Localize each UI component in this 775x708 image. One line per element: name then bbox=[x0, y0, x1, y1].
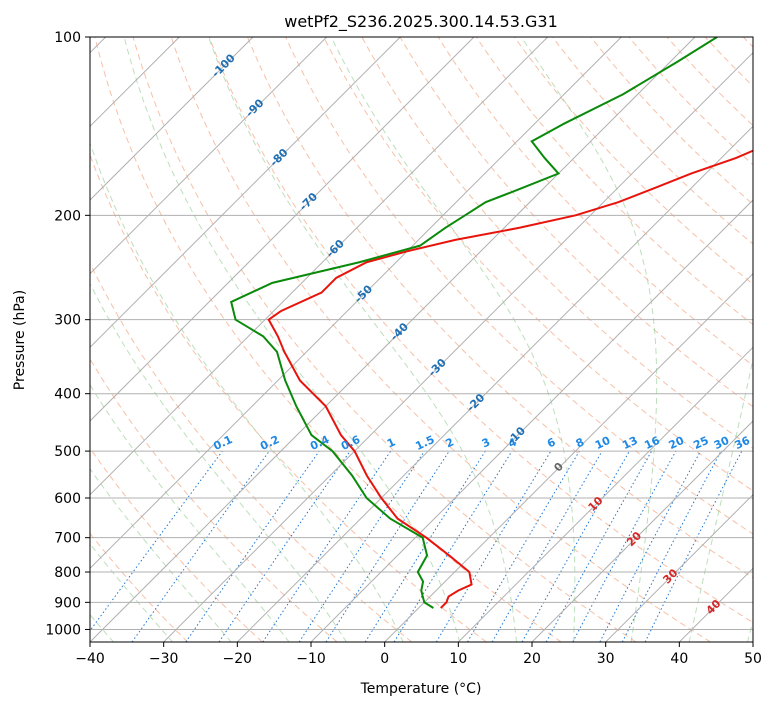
y-axis-title: Pressure (hPa) bbox=[12, 290, 28, 390]
x-tick-label: −40 bbox=[75, 651, 105, 667]
plot-frame bbox=[89, 36, 754, 643]
dry-adiabat bbox=[590, 37, 753, 205]
x-tick-label: 0 bbox=[380, 651, 389, 667]
moist-adiabat bbox=[330, 37, 576, 642]
y-tick-label: 700 bbox=[54, 531, 81, 547]
chart-title: wetPf2_S236.2025.300.14.53.G31 bbox=[284, 12, 558, 32]
mixing-ratio-line bbox=[90, 450, 223, 632]
isotherm bbox=[90, 37, 696, 642]
moist-adiabat bbox=[90, 543, 174, 642]
mixing-ratio-line bbox=[393, 450, 513, 642]
dry-adiabat bbox=[246, 37, 753, 579]
dry-adiabat bbox=[551, 37, 753, 245]
y-tick-label: 800 bbox=[54, 565, 81, 581]
moist-adiabat bbox=[208, 37, 517, 642]
isotherm bbox=[90, 37, 549, 496]
dry-adiabat bbox=[475, 37, 753, 326]
mixing-ratio-line bbox=[572, 450, 677, 642]
y-tick-label: 400 bbox=[54, 387, 81, 403]
isotherm bbox=[605, 493, 753, 642]
mixing-ratio-label: 36 bbox=[733, 434, 753, 452]
mixing-ratio-label: 20 bbox=[667, 434, 687, 452]
mixing-ratio-label: 25 bbox=[691, 434, 710, 452]
mixing-ratio-line bbox=[298, 450, 425, 642]
isotherm bbox=[90, 37, 622, 570]
moist-adiabat bbox=[90, 282, 347, 642]
mixing-ratio-line bbox=[262, 450, 392, 642]
y-tick-label: 1000 bbox=[45, 622, 81, 638]
moist-adiabat bbox=[688, 356, 753, 642]
x-tick-label: 50 bbox=[744, 651, 762, 667]
dry-adiabat bbox=[132, 37, 637, 642]
mixing-ratio-label: 16 bbox=[642, 434, 662, 452]
x-tick-label: −20 bbox=[223, 651, 253, 667]
dry-adiabat bbox=[90, 447, 263, 642]
mixing-ratio-label: 10 bbox=[593, 434, 613, 452]
isotherm bbox=[457, 346, 753, 642]
mixing-ratio-line bbox=[218, 450, 351, 642]
mixing-ratio-line bbox=[185, 450, 320, 642]
y-tick-label: 100 bbox=[54, 30, 81, 46]
y-tick-label: 500 bbox=[54, 444, 81, 460]
x-tick-label: −10 bbox=[296, 651, 326, 667]
y-tick-label: 900 bbox=[54, 595, 81, 611]
dry-adiabat bbox=[94, 37, 562, 642]
x-tick-label: −30 bbox=[149, 651, 179, 667]
moist-adiabat bbox=[520, 37, 658, 642]
dry-adiabat bbox=[437, 37, 753, 366]
x-tick-label: 30 bbox=[597, 651, 615, 667]
mixing-ratio-line bbox=[644, 450, 743, 642]
moist-adiabat bbox=[90, 384, 290, 642]
y-tick-label: 300 bbox=[54, 313, 81, 329]
x-tick-label: 10 bbox=[449, 651, 467, 667]
mixing-ratio-label: 30 bbox=[712, 434, 732, 452]
isotherm bbox=[384, 272, 753, 642]
isotherm bbox=[236, 125, 753, 642]
dry-adiabat bbox=[399, 37, 753, 408]
dewpoint-profile bbox=[230, 37, 718, 609]
dry-adiabat bbox=[361, 37, 753, 450]
temperature-profile bbox=[267, 149, 753, 609]
dry-adiabat bbox=[90, 153, 487, 642]
isotherm bbox=[90, 37, 254, 201]
mixing-ratio-label: 13 bbox=[620, 434, 639, 452]
y-tick-label: 200 bbox=[54, 208, 81, 224]
x-axis-title: Temperature (°C) bbox=[360, 681, 482, 697]
dry-adiabat bbox=[285, 37, 753, 535]
mixing-ratio-line bbox=[521, 450, 630, 642]
y-tick-label: 600 bbox=[54, 491, 81, 507]
moist-adiabat bbox=[90, 141, 404, 642]
mixing-ratio-line bbox=[131, 450, 270, 642]
dry-adiabat bbox=[170, 37, 711, 642]
mixing-ratio-line bbox=[325, 450, 450, 642]
isotherm bbox=[90, 37, 475, 422]
moist-adiabat bbox=[90, 467, 232, 642]
mixing-ratio-line bbox=[545, 450, 653, 642]
isotherm bbox=[90, 37, 328, 275]
x-tick-label: 20 bbox=[523, 651, 541, 667]
isotherm bbox=[310, 199, 753, 642]
dry-adiabat bbox=[90, 262, 413, 642]
isotherm bbox=[90, 37, 401, 349]
isotherm bbox=[163, 51, 753, 642]
isotherm bbox=[531, 420, 753, 642]
x-tick-label: 40 bbox=[670, 651, 688, 667]
